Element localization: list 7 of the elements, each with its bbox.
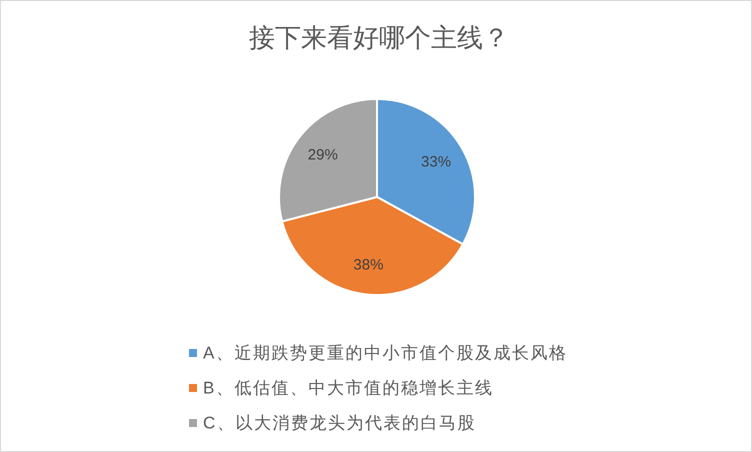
legend-label: C、以大消费龙头为代表的白马股 <box>203 414 476 432</box>
legend-label: B、低估值、中大市值的稳增长主线 <box>203 378 494 398</box>
legend-label: A、近期跌势更重的中小市值个股及成长风格 <box>203 344 568 362</box>
data-label: 38% <box>353 256 384 274</box>
data-label: 33% <box>421 154 452 171</box>
data-label: 29% <box>308 146 338 164</box>
chart-title: 接下来看好哪个主线？ <box>249 24 509 52</box>
